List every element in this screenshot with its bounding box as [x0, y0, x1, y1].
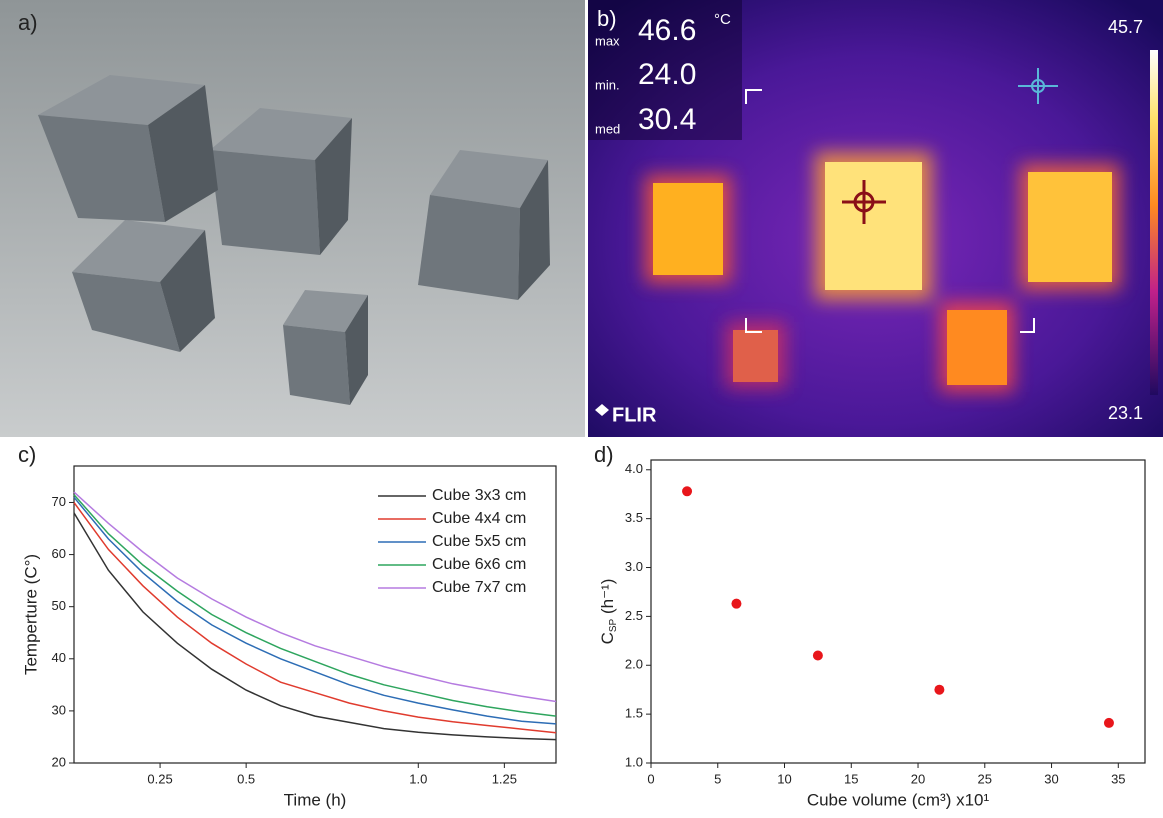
- series-line: [73, 491, 557, 703]
- max-label: max: [595, 33, 620, 48]
- plot-frame: [650, 459, 1146, 764]
- y-axis-title-unit: (h⁻¹): [598, 579, 617, 619]
- min-value: 24.0: [638, 58, 696, 91]
- med-value: 30.4: [638, 103, 696, 136]
- x-tick-label: 10: [777, 771, 791, 786]
- scatter-point: [682, 486, 693, 497]
- y-tick-label: 2.0: [625, 657, 643, 672]
- scatter-point: [731, 598, 742, 609]
- x-axis-title: Time (h): [284, 790, 347, 809]
- y-tick-label: 20: [52, 754, 66, 769]
- y-tick-label: 50: [52, 598, 66, 613]
- y-tick-label: 70: [52, 494, 66, 509]
- scatter-point: [812, 650, 823, 661]
- y-tick-label: 4.0: [625, 461, 643, 476]
- x-tick-label: 25: [978, 771, 992, 786]
- x-tick-label: 5: [714, 771, 721, 786]
- legend-label: Cube 3x3 cm: [432, 487, 526, 504]
- panel-label: c): [18, 442, 36, 467]
- x-tick-label: 35: [1111, 771, 1125, 786]
- med-label: med: [595, 121, 620, 136]
- x-tick-label: 20: [911, 771, 925, 786]
- panel-label: b): [597, 6, 617, 31]
- scatter-point: [934, 684, 945, 695]
- panel-label: d): [594, 442, 614, 467]
- y-tick-label: 1.5: [625, 706, 643, 721]
- legend-label: Cube 5x5 cm: [432, 533, 526, 550]
- y-tick-label: 60: [52, 546, 66, 561]
- min-label: min.: [595, 77, 620, 92]
- unit: °C: [714, 11, 731, 28]
- x-tick-label: 30: [1044, 771, 1058, 786]
- scale-min: 23.1: [1108, 403, 1143, 423]
- y-tick-label: 2.5: [625, 608, 643, 623]
- legend-label: Cube 4x4 cm: [432, 510, 526, 527]
- series-line: [73, 494, 557, 717]
- series-line: [73, 512, 557, 741]
- legend-label: Cube 7x7 cm: [432, 579, 526, 596]
- y-axis-title-sub: SP: [608, 618, 619, 632]
- scale-max: 45.7: [1108, 17, 1143, 37]
- y-tick-label: 1.0: [625, 754, 643, 769]
- y-axis-title-main: C: [598, 632, 617, 644]
- photo-panel: a): [0, 0, 585, 437]
- y-axis-title: CSP (h⁻¹): [598, 579, 618, 645]
- x-tick-label: 0.5: [237, 771, 255, 786]
- x-axis-title: Cube volume (cm³) x10¹: [807, 790, 990, 809]
- x-tick-label: 0: [647, 771, 654, 786]
- x-tick-label: 15: [844, 771, 858, 786]
- thermal-panel: b) max 46.6 °C min. 24.0 med 30.4 45.7 2…: [588, 0, 1163, 437]
- x-tick-label: 1.25: [492, 771, 517, 786]
- x-tick-label: 1.0: [409, 771, 427, 786]
- y-tick-label: 40: [52, 650, 66, 665]
- series-line: [73, 502, 557, 734]
- logo: FLIR: [612, 404, 657, 426]
- y-tick-label: 3.5: [625, 510, 643, 525]
- scatter-point: [1103, 717, 1114, 728]
- y-tick-label: 3.0: [625, 559, 643, 574]
- y-tick-label: 30: [52, 702, 66, 717]
- max-value: 46.6: [638, 14, 696, 47]
- legend-label: Cube 6x6 cm: [432, 556, 526, 573]
- plot-frame: [73, 465, 557, 764]
- panel-label: a): [18, 10, 38, 35]
- x-tick-label: 0.25: [147, 771, 172, 786]
- y-axis-title: Temperture (C°): [21, 554, 40, 675]
- series-line: [73, 496, 557, 725]
